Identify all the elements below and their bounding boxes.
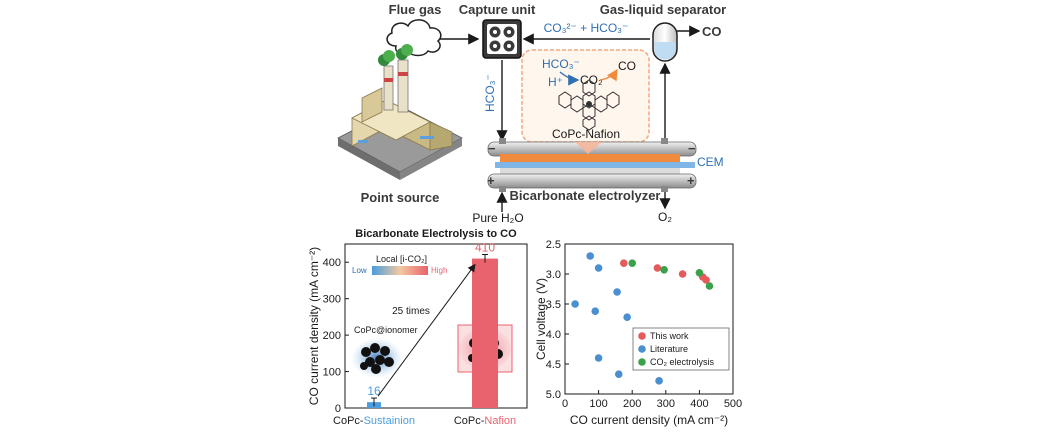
capture-unit-label: Capture unit (459, 2, 536, 17)
minus-left-label: − (488, 141, 496, 156)
scatter-legend: This work Literature CO₂ electrolysis (632, 327, 730, 371)
legend-this-work: This work (650, 331, 689, 341)
capture-unit-icon (482, 19, 522, 59)
bar-value-label: 16 (367, 384, 381, 398)
minus-right-label: − (688, 141, 696, 156)
bar-chart: Bicarbonate Electrolysis to CO CO curren… (307, 228, 528, 427)
plus-right-label: + (687, 173, 695, 188)
scatter-plot-frame (564, 243, 734, 395)
scatter-y-tick-label: 5.0 (546, 389, 561, 401)
scatter-y-tick-label: 3.0 (546, 269, 561, 281)
legend-literature: Literature (650, 344, 688, 354)
scatter-point (695, 269, 704, 277)
scatter-point (620, 259, 628, 268)
hco3-down-label: HCO₃⁻ (483, 74, 497, 112)
scatter-point (613, 288, 621, 296)
plus-left-label: + (487, 173, 495, 188)
scatter-point (628, 259, 636, 268)
scatter-point (678, 270, 687, 278)
colorbar-high-label: High (431, 266, 447, 275)
ionomer-label: CoPc@ionomer (354, 325, 418, 335)
factory-icon (337, 44, 463, 180)
bar-y-tick-label: 0 (335, 403, 341, 415)
scatter-y-tick-label: 4.5 (546, 359, 561, 371)
scatter-x-tick-label: 400 (690, 398, 708, 410)
legend-marker-literature (638, 345, 646, 353)
scatter-y-tick-label: 4.0 (546, 329, 561, 341)
scatter-point (623, 313, 631, 322)
legend-marker-this-work (638, 332, 646, 340)
scatter-point (591, 307, 600, 316)
scatter-point (660, 266, 668, 274)
inset-co2-label: CO₂ (580, 73, 603, 87)
point-source-label: Point source (361, 190, 440, 205)
scatter-point (594, 264, 603, 272)
catalyst-inset: HCO₃⁻ H⁺ CO₂ CO CoPc-Nafion (521, 49, 650, 143)
inset-co-label: CO (618, 59, 636, 73)
scatter-point (594, 354, 603, 362)
fold-annotation: 25 times (392, 306, 430, 317)
scatter-point (655, 377, 663, 385)
scatter-point (705, 282, 714, 290)
process-diagram: Flue gas Capture unit Gas-liquid separat… (337, 2, 726, 225)
scatter-x-tick-label: 500 (724, 398, 742, 410)
scatter-point (586, 252, 594, 260)
bar-category-2-label: CoPc-Nafion (454, 415, 516, 427)
co-out-label: CO (702, 24, 722, 39)
bar-plot-frame (344, 243, 528, 409)
separator-icon (652, 22, 678, 62)
colorbar (372, 266, 428, 275)
gas-liquid-separator-label: Gas-liquid separator (600, 2, 726, 17)
cloud-icon (386, 19, 442, 57)
bar-category-1-label: CoPc-Sustainion (333, 415, 415, 427)
flue-gas-label: Flue gas (389, 2, 442, 17)
legend-co2-electrolysis: CO₂ electrolysis (650, 357, 715, 367)
bar-y-tick-label: 400 (323, 257, 341, 269)
scatter-point (571, 300, 579, 308)
colorbar-low-label: Low (352, 266, 367, 275)
bar-y-tick-label: 200 (323, 330, 341, 342)
inset-hplus-label: H⁺ (548, 75, 563, 89)
pure-water-label: Pure H₂O (472, 211, 523, 225)
fold-arrow (377, 263, 476, 397)
cem-label: CEM (697, 155, 724, 169)
scatter-x-tick-label: 300 (657, 398, 675, 410)
scatter-x-tick-label: 100 (589, 398, 607, 410)
bar (472, 258, 498, 408)
legend-marker-co2-electrolysis (638, 358, 646, 366)
sustainion-cluster-icon (351, 338, 403, 378)
cobalt-phthalocyanine-molecule-icon (558, 79, 620, 131)
scatter-y-tick-label: 3.5 (546, 299, 561, 311)
carbonate-label: CO₃²⁻ + HCO₃⁻ (544, 21, 629, 35)
bar-value-label: 410 (475, 240, 495, 254)
scatter-y-tick-label: 2.5 (546, 239, 561, 251)
scatter-point (702, 276, 710, 284)
scatter-x-tick-label: 0 (562, 398, 568, 410)
scatter-x-axis-title: CO current density (mA cm⁻²) (570, 413, 728, 427)
scatter-point (653, 264, 662, 272)
o2-out-label: O₂ (658, 210, 672, 224)
bar-y-tick-label: 100 (323, 367, 341, 379)
bar-chart-title: Bicarbonate Electrolysis to CO (355, 228, 517, 240)
scatter-y-axis-title: Cell voltage (V) (534, 278, 548, 360)
colorbar-title: Local [i-CO₂] (376, 254, 427, 264)
scatter-x-tick-label: 200 (623, 398, 641, 410)
scatter-point (614, 370, 623, 379)
scatter-chart: Cell voltage (V) CO current density (mA … (534, 239, 742, 427)
electrolyzer-icon (487, 138, 697, 192)
electrolyzer-label: Bicarbonate electrolyzer (509, 188, 660, 203)
bar-y-tick-label: 300 (323, 294, 341, 306)
inset-hco3-label: HCO₃⁻ (542, 57, 580, 71)
bar-y-axis-title: CO current density (mA cm⁻²) (307, 247, 321, 405)
catalyst-label: CoPc-Nafion (552, 127, 620, 141)
